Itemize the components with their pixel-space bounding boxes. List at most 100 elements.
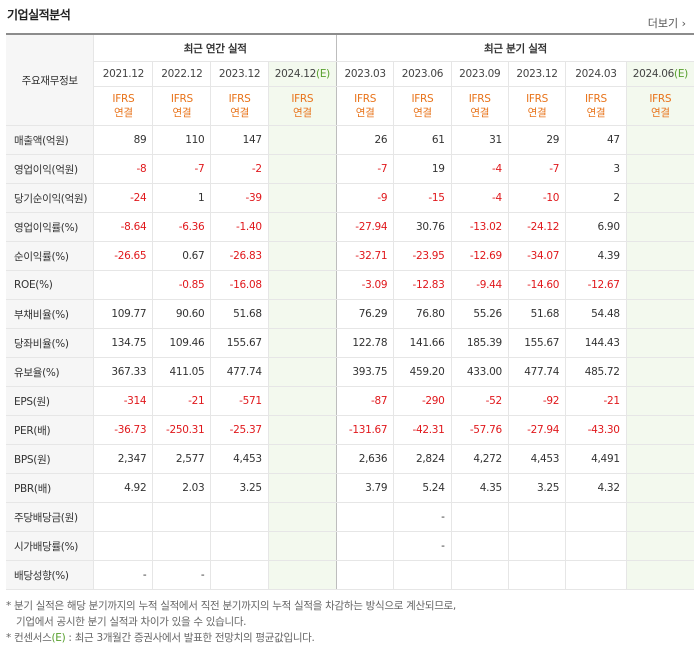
value-cell: 0.67 — [152, 241, 211, 271]
value-cell — [625, 531, 694, 561]
value-cell: 134.75 — [93, 328, 153, 358]
value-cell: 411.05 — [152, 357, 211, 387]
value-cell: -7 — [335, 154, 394, 184]
value-cell: -7 — [507, 154, 566, 184]
data-row: 부채비율(%) 109.77 90.60 51.68 76.29 76.80 55.26 51… — [6, 299, 694, 329]
value-cell: -21 — [152, 386, 211, 416]
period-date: 2021.12 — [102, 68, 145, 80]
estimate-mark: (E) — [51, 632, 66, 644]
value-cell: 2.03 — [152, 473, 211, 503]
value-cell — [625, 270, 694, 300]
value-cell: 4.92 — [93, 473, 153, 503]
value-cell: 109.46 — [152, 328, 211, 358]
value-cell — [625, 444, 694, 474]
value-cell: 2 — [565, 183, 627, 213]
data-row: 주당배당금(원) - — [6, 502, 694, 532]
row-label: 영업이익률(%) — [6, 212, 94, 242]
basis: 연결 — [172, 107, 192, 119]
value-cell: -57.76 — [450, 415, 509, 445]
section-title: 기업실적분석 — [7, 8, 71, 22]
value-cell: -8.64 — [93, 212, 153, 242]
value-cell: -571 — [210, 386, 269, 416]
value-cell — [565, 560, 627, 590]
value-cell: 4,453 — [210, 444, 269, 474]
value-cell: 109.77 — [93, 299, 153, 329]
basis: 연결 — [527, 107, 547, 119]
value-cell — [267, 473, 337, 503]
value-cell: -52 — [450, 386, 509, 416]
value-cell: - — [393, 531, 452, 561]
value-cell — [450, 502, 509, 532]
value-cell: -13.02 — [450, 212, 509, 242]
row-label: 시가배당률(%) — [6, 531, 94, 561]
value-cell: 4.39 — [565, 241, 627, 271]
value-cell: -3.09 — [335, 270, 394, 300]
data-row: 영업이익(억원) -8 -7 -2 -7 19 -4 -7 3 — [6, 154, 694, 184]
basis: 연결 — [650, 107, 670, 119]
value-cell — [625, 328, 694, 358]
accounting-standard: IFRS 연결 — [393, 86, 452, 126]
value-cell — [267, 531, 337, 561]
value-cell — [93, 531, 153, 561]
accounting-standard: IFRS 연결 — [335, 86, 394, 126]
data-row: PBR(배) 4.92 2.03 3.25 3.79 5.24 4.35 3.25 4.32 — [6, 473, 694, 503]
value-cell — [625, 183, 694, 213]
value-cell: -131.67 — [335, 415, 394, 445]
value-cell — [267, 299, 337, 329]
row-label: PBR(배) — [6, 473, 94, 503]
value-cell: 76.29 — [335, 299, 394, 329]
value-cell: -32.71 — [335, 241, 394, 271]
footnotes: * 분기 실적은 해당 분기까지의 누적 실적에서 직전 분기까지의 누적 실적… — [6, 598, 456, 646]
value-cell: 90.60 — [152, 299, 211, 329]
value-cell: 110 — [152, 125, 211, 155]
data-row: 시가배당률(%) - — [6, 531, 694, 561]
accounting-standard: IFRS 연결 — [210, 86, 269, 126]
note-continued: 기업에서 공시한 분기 실적과 차이가 있을 수 있습니다. — [16, 616, 247, 628]
value-cell: -1.40 — [210, 212, 269, 242]
basis: 연결 — [355, 107, 375, 119]
value-cell — [267, 386, 337, 416]
period-date: 2023.06 — [401, 68, 444, 80]
value-cell: 89 — [93, 125, 153, 155]
value-cell — [152, 502, 211, 532]
data-row: 당기순이익(억원) -24 1 -39 -9 -15 -4 -10 2 — [6, 183, 694, 213]
value-cell: 6.90 — [565, 212, 627, 242]
value-cell: -36.73 — [93, 415, 153, 445]
group-header: 최근 연간 실적 — [93, 34, 337, 62]
value-cell: 477.74 — [507, 357, 566, 387]
standard: IFRS — [411, 93, 434, 105]
estimate-mark: (E) — [674, 68, 688, 80]
value-cell: 76.80 — [393, 299, 452, 329]
value-cell: -250.31 — [152, 415, 211, 445]
value-cell — [625, 502, 694, 532]
value-cell: 61 — [393, 125, 452, 155]
value-cell: -9.44 — [450, 270, 509, 300]
accounting-standard: IFRS 연결 — [93, 86, 153, 126]
data-row: 매출액(억원) 89 110 147 26 61 31 29 47 — [6, 125, 694, 155]
standard: IFRS — [354, 93, 377, 105]
period-row: 2021.12 2022.12 2023.12 2024.12(E) 2023.03 20… — [6, 61, 694, 87]
value-cell — [267, 415, 337, 445]
value-cell: 459.20 — [393, 357, 452, 387]
standard: IFRS — [526, 93, 548, 105]
period: 2023.09 — [450, 61, 509, 87]
data-row: PER(배) -36.73 -250.31 -25.37 -131.67 -42.31 -5… — [6, 415, 694, 445]
value-cell: 26 — [335, 125, 394, 155]
value-cell: 4,491 — [565, 444, 627, 474]
standard: IFRS — [228, 93, 251, 105]
more-link[interactable]: 더보기 — [648, 15, 686, 31]
value-cell — [625, 473, 694, 503]
value-cell — [625, 212, 694, 242]
period-date: 2022.12 — [161, 68, 203, 80]
value-cell: 2,824 — [393, 444, 452, 474]
value-cell — [625, 386, 694, 416]
value-cell — [625, 560, 694, 590]
accounting-standard: IFRS 연결 — [450, 86, 509, 126]
value-cell — [93, 270, 153, 300]
value-cell — [335, 560, 394, 590]
value-cell — [625, 299, 694, 329]
value-cell — [507, 531, 566, 561]
standard: IFRS — [112, 93, 135, 105]
value-cell: -0.85 — [152, 270, 211, 300]
